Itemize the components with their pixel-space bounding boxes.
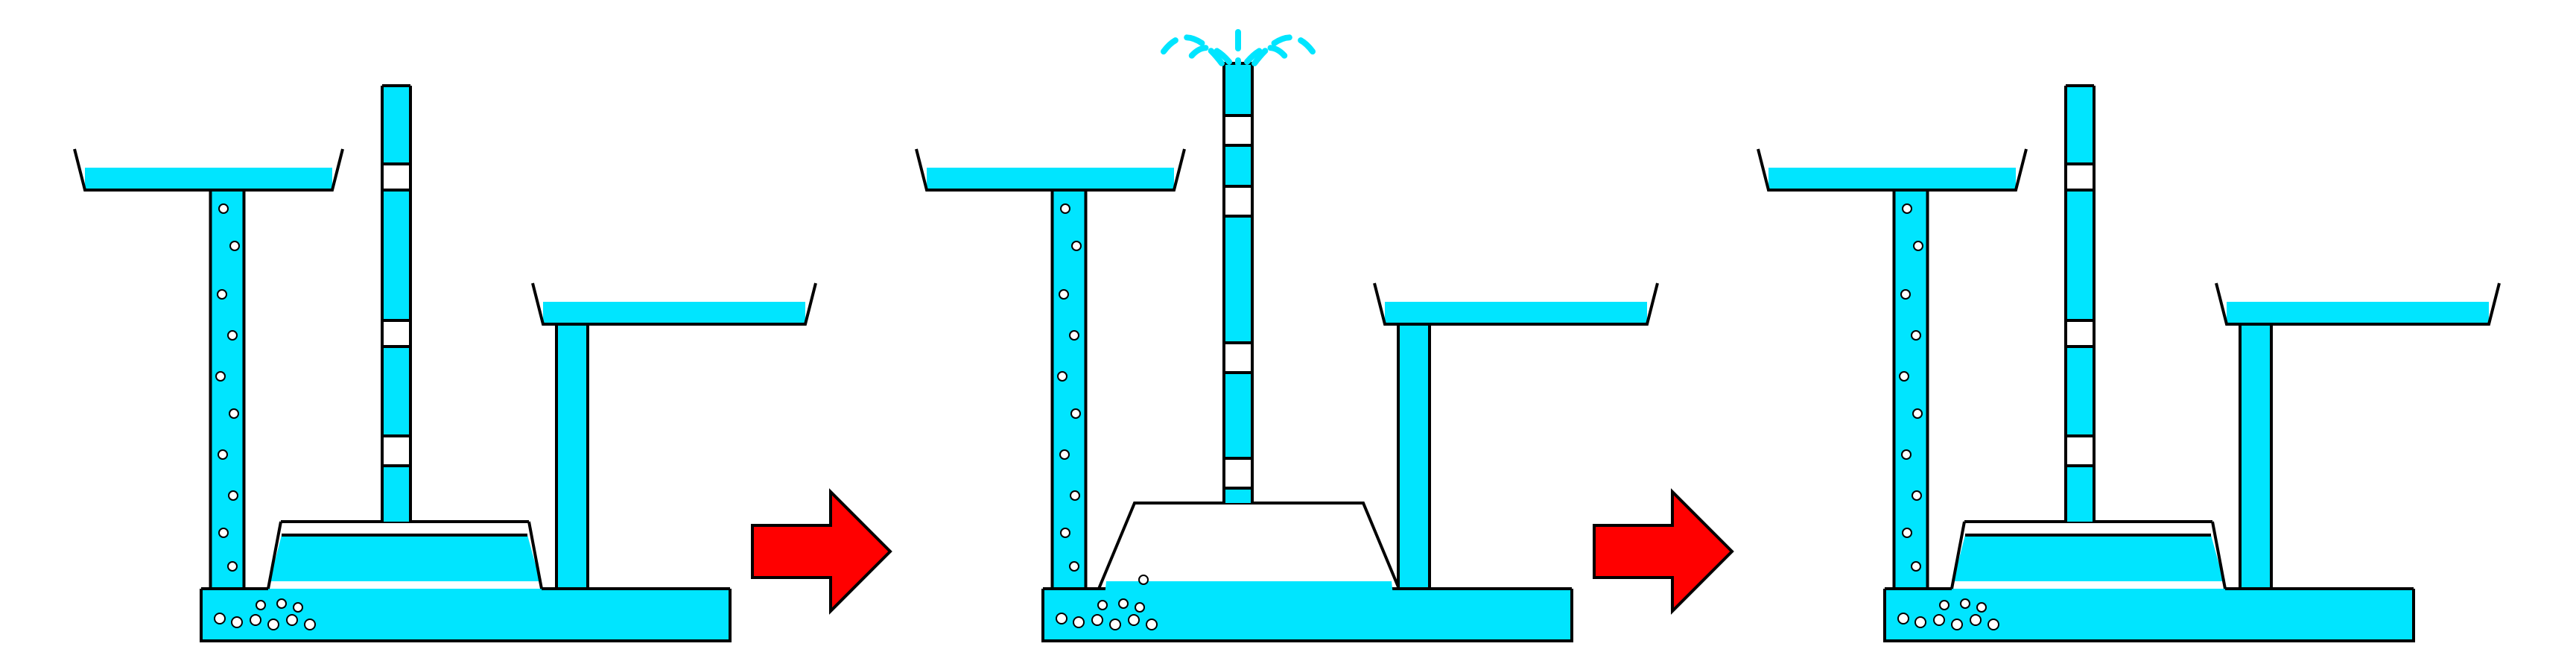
bubble-icon <box>1977 603 1986 612</box>
bubble-icon <box>1898 613 1909 624</box>
pipe-water <box>2240 324 2271 589</box>
bubble-icon <box>1061 204 1070 213</box>
bubble-icon <box>1902 450 1911 459</box>
gauge-segment <box>2066 320 2094 347</box>
bubble-icon <box>1146 619 1157 630</box>
bubble-icon <box>1912 331 1920 340</box>
basin-water <box>1385 302 1647 324</box>
pipe-water <box>1894 190 1928 589</box>
pipe-water <box>211 190 244 589</box>
arrow-icon <box>752 492 890 611</box>
gauge-segment <box>382 164 410 190</box>
bubble-icon <box>305 619 315 630</box>
bubble-icon <box>216 372 225 381</box>
bubble-icon <box>287 615 297 625</box>
bubble-icon <box>1119 599 1128 608</box>
pedestal-water <box>1953 535 2224 581</box>
fountain-spray <box>1161 32 1316 63</box>
basin-water <box>543 302 805 324</box>
bubble-icon <box>232 617 242 627</box>
gauge-segment <box>1224 186 1252 216</box>
bubble-icon <box>294 603 302 612</box>
bubble-icon <box>256 601 265 610</box>
bubble-icon <box>228 331 237 340</box>
bubble-icon <box>229 491 238 500</box>
fountain-panel <box>916 32 1657 641</box>
bubble-icon <box>1901 290 1910 299</box>
bubble-icon <box>1056 613 1067 624</box>
bubble-icon <box>1903 204 1912 213</box>
bubble-icon <box>1988 619 1999 630</box>
gauge-segment <box>382 436 410 466</box>
bubble-icon <box>1961 599 1970 608</box>
bubble-icon <box>1060 450 1069 459</box>
gauge-segment <box>2066 164 2094 190</box>
bubble-icon <box>1061 528 1070 537</box>
bubble-icon <box>268 619 279 630</box>
pipe-water <box>1053 190 1086 589</box>
fountain-panel <box>1758 86 2499 641</box>
basin-water <box>1768 168 2016 190</box>
bubble-icon <box>1110 619 1120 630</box>
bubble-icon <box>1903 528 1912 537</box>
bubble-icon <box>1070 491 1079 500</box>
bubble-icon <box>219 204 228 213</box>
bubble-icon <box>1970 615 1981 625</box>
bubble-icon <box>1912 562 1920 571</box>
bubble-icon <box>1900 372 1909 381</box>
bubble-icon <box>219 528 228 537</box>
basin-water <box>927 168 1174 190</box>
bubble-icon <box>1914 241 1923 250</box>
bubble-icon <box>215 613 225 624</box>
gauge-segment <box>1224 116 1252 145</box>
fountain-panel <box>74 86 816 641</box>
bubble-icon <box>1098 601 1107 610</box>
bubble-icon <box>250 615 261 625</box>
bubble-icon <box>218 290 226 299</box>
gauge-segment <box>1224 343 1252 373</box>
bubble-icon <box>228 562 237 571</box>
bubble-icon <box>1135 603 1144 612</box>
pedestal-water <box>1101 581 1397 632</box>
bubble-icon <box>1139 575 1148 584</box>
bubble-icon <box>1940 601 1949 610</box>
reservoir-water <box>1885 589 2414 641</box>
bubble-icon <box>230 241 239 250</box>
pipe-water <box>1398 324 1430 589</box>
bubble-icon <box>1129 615 1139 625</box>
bubble-icon <box>1070 331 1079 340</box>
bubble-icon <box>1092 615 1103 625</box>
bubble-icon <box>1912 491 1921 500</box>
bubble-icon <box>1071 409 1080 418</box>
pedestal-water <box>270 535 540 581</box>
gauge-segment <box>1224 458 1252 488</box>
bubble-icon <box>1934 615 1944 625</box>
reservoir-water <box>201 589 730 641</box>
gauge-segment <box>382 320 410 347</box>
arrow-icon <box>1594 492 1732 611</box>
bubble-icon <box>1070 562 1079 571</box>
bubble-icon <box>1952 619 1962 630</box>
bubble-icon <box>1913 409 1922 418</box>
bubble-icon <box>1073 617 1084 627</box>
bubble-icon <box>1072 241 1081 250</box>
bubble-icon <box>218 450 227 459</box>
bubble-icon <box>229 409 238 418</box>
bubble-icon <box>1058 372 1067 381</box>
basin-water <box>85 168 332 190</box>
bubble-icon <box>277 599 286 608</box>
pipe-water <box>556 324 588 589</box>
basin-water <box>2227 302 2489 324</box>
bubble-icon <box>1059 290 1068 299</box>
gauge-segment <box>2066 436 2094 466</box>
bubble-icon <box>1915 617 1926 627</box>
